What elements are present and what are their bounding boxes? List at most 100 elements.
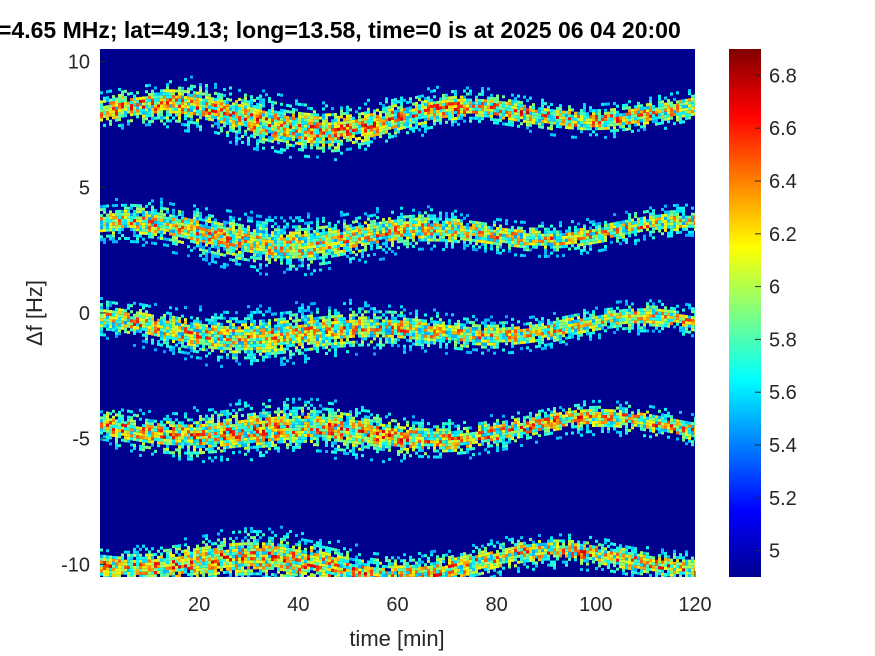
heat-cell — [112, 319, 115, 323]
heat-cell — [691, 103, 694, 107]
heat-cell — [220, 108, 223, 112]
heat-cell — [169, 110, 172, 114]
heat-cell — [295, 231, 298, 235]
heat-cell — [247, 103, 250, 107]
heat-cell — [160, 200, 163, 204]
heat-cell — [382, 119, 385, 123]
heat-cell — [667, 219, 670, 223]
heat-cell — [217, 125, 220, 129]
heat-cell — [415, 333, 418, 337]
heat-cell — [451, 221, 454, 225]
heat-cell — [409, 321, 412, 325]
heat-cell — [460, 222, 463, 226]
heat-cell — [334, 327, 337, 330]
heat-cell — [340, 241, 343, 244]
heat-cell — [487, 237, 490, 241]
heat-cell — [343, 219, 346, 223]
heat-cell — [247, 118, 250, 122]
heat-cell — [190, 75, 193, 79]
heat-cell — [133, 204, 136, 207]
heat-cell — [235, 259, 238, 263]
heat-cell — [394, 110, 397, 114]
heat-cell — [685, 113, 688, 117]
heat-cell — [298, 136, 301, 139]
heat-cell — [361, 343, 364, 347]
heat-cell — [286, 326, 289, 330]
heat-cell — [496, 94, 499, 98]
heat-cell — [340, 213, 343, 217]
heat-cell — [304, 333, 307, 337]
heat-cell — [208, 238, 211, 242]
heat-cell — [448, 108, 451, 112]
heat-cell — [508, 246, 511, 250]
heat-cell — [448, 96, 451, 100]
heat-cell — [349, 108, 352, 112]
heat-cell — [175, 251, 178, 255]
heat-cell — [616, 224, 619, 228]
heat-cell — [220, 253, 223, 257]
heat-cell — [688, 110, 691, 114]
heat-cell — [439, 118, 442, 122]
heat-cell — [280, 317, 283, 321]
heat-cell — [232, 350, 235, 354]
heat-cell — [370, 116, 373, 120]
heat-cell — [442, 115, 445, 119]
heat-cell — [355, 125, 358, 129]
heat-cell — [349, 239, 352, 243]
heat-cell — [199, 104, 202, 108]
heat-cell — [175, 119, 178, 123]
heat-cell — [541, 116, 544, 120]
heat-cell — [472, 110, 475, 114]
heat-cell — [691, 109, 694, 113]
heat-cell — [265, 114, 268, 118]
heat-cell — [355, 229, 358, 233]
heat-cell — [214, 245, 217, 249]
heat-cell — [475, 113, 478, 117]
heat-cell — [379, 328, 382, 332]
heat-cell — [130, 228, 133, 231]
heat-cell — [580, 130, 583, 134]
heat-cell — [367, 132, 370, 135]
heat-cell — [454, 108, 457, 111]
heat-cell — [298, 324, 301, 328]
heat-cell — [580, 112, 583, 115]
heat-cell — [598, 112, 601, 116]
heat-cell — [553, 121, 556, 125]
heat-cell — [157, 342, 160, 346]
heat-cell — [388, 337, 391, 341]
heat-cell — [148, 83, 151, 87]
heat-cell — [124, 89, 127, 93]
heat-cell — [655, 214, 658, 218]
heat-cell — [235, 256, 238, 260]
heat-cell — [223, 118, 226, 122]
heat-cell — [361, 227, 364, 231]
heat-cell — [286, 335, 289, 339]
heat-cell — [310, 302, 313, 306]
heat-cell — [358, 231, 361, 235]
heat-cell — [187, 129, 190, 133]
heat-cell — [334, 314, 337, 318]
heat-cell — [121, 228, 124, 231]
heat-cell — [100, 208, 103, 212]
heat-cell — [526, 123, 529, 127]
heat-cell — [592, 124, 595, 128]
heat-cell — [382, 248, 385, 252]
heat-cell — [181, 326, 184, 330]
heat-cell — [421, 220, 424, 224]
heat-cell — [346, 224, 349, 228]
heat-cell — [157, 318, 160, 322]
heat-cell — [592, 220, 595, 224]
heat-cell — [373, 346, 376, 350]
heat-cell — [382, 331, 385, 335]
heat-cell — [379, 245, 382, 249]
heat-cell — [361, 118, 364, 122]
heat-cell — [250, 113, 253, 117]
heat-cell — [685, 218, 688, 222]
heat-cell — [262, 119, 265, 123]
heat-cell — [373, 331, 376, 335]
heat-cell — [322, 131, 325, 135]
heat-cell — [100, 112, 103, 116]
heat-cell — [367, 138, 370, 141]
heat-cell — [220, 222, 223, 226]
heat-cell — [418, 116, 421, 120]
